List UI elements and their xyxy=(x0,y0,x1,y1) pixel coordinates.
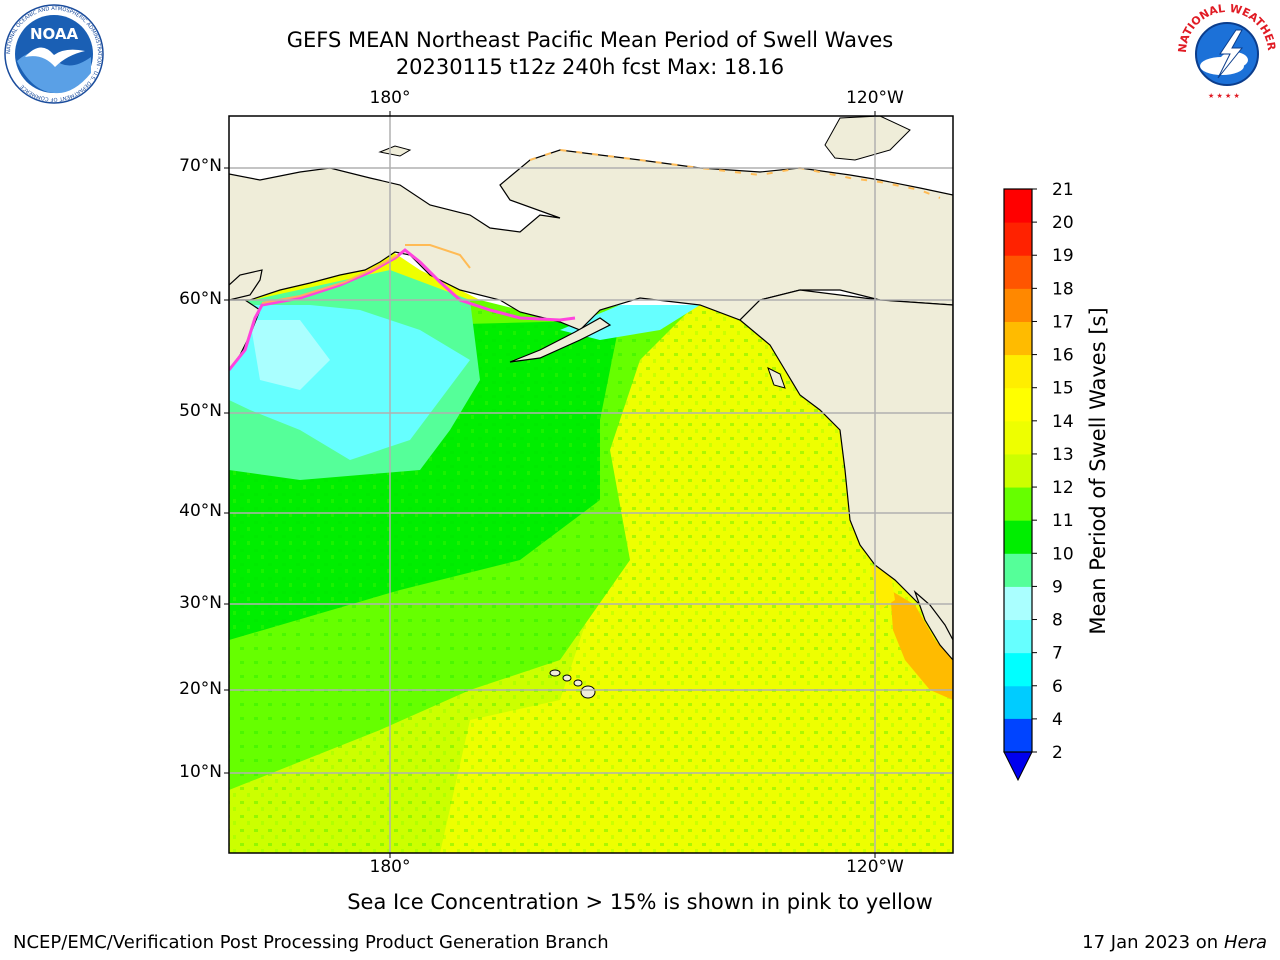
colorbar-tick-label-6: 6 xyxy=(1052,677,1063,697)
alaska-peninsula xyxy=(509,317,612,363)
colorbar-tick-label-8: 8 xyxy=(1052,611,1063,631)
lon-label-top-120w: 120°W xyxy=(846,88,904,108)
lat-label-60n: 60°N xyxy=(179,289,222,309)
sea-ice-arctic xyxy=(529,148,941,199)
lat-label-10n: 10°N xyxy=(179,762,222,782)
colorbar-box-base xyxy=(1004,718,1032,752)
nws-logo-icon: NATIONAL WEATHER SERVICE ★ ★ ★ ★ xyxy=(1176,2,1278,101)
plot-title-line2: 20230115 t12z 240h fcst Max: 18.16 xyxy=(395,55,785,79)
colorbar-box-14 xyxy=(1004,255,1032,289)
hawaii-island-2 xyxy=(573,679,583,687)
colorbar-box-1 xyxy=(1004,685,1032,720)
colorbar-under-arrow xyxy=(1003,751,1033,782)
footer-branch: NCEP/EMC/Verification Post Processing Pr… xyxy=(13,932,609,953)
lat-label-30n: 30°N xyxy=(179,593,222,613)
sea-ice-note: Sea Ice Concentration > 15% is shown in … xyxy=(347,890,933,914)
colorbar-tick-label-4: 4 xyxy=(1052,710,1063,730)
colorbar-tick-label-9: 9 xyxy=(1052,577,1063,597)
lat-label-40n: 40°N xyxy=(179,501,222,521)
colorbar-box-10 xyxy=(1004,387,1032,422)
siberia-edge xyxy=(229,269,263,301)
sea-ice-bering xyxy=(405,244,471,269)
plot-title-line1: GEFS MEAN Northeast Pacific Mean Period … xyxy=(286,28,894,52)
colorbar-box-7 xyxy=(1004,487,1032,521)
sea-ice-edge-pink xyxy=(229,248,576,371)
colorbar-tick-label-13: 13 xyxy=(1052,445,1074,465)
colorbar-tick-label-7: 7 xyxy=(1052,644,1063,664)
field-period-17 xyxy=(890,590,953,700)
colorbar-box-3 xyxy=(1004,619,1032,654)
noaa-logo-text: NOAA xyxy=(30,25,79,43)
colorbar-frame xyxy=(1003,188,1033,753)
hawaii-island-1 xyxy=(562,674,572,682)
colorbar-tick-label-2: 2 xyxy=(1052,743,1063,763)
lon-label-bottom-120w: 120°W xyxy=(846,857,904,877)
colorbar-tick-label-21: 21 xyxy=(1052,180,1074,200)
colorbar-tick-label-19: 19 xyxy=(1052,246,1074,266)
colorbar-tick-label-11: 11 xyxy=(1052,511,1074,531)
colorbar-box-4 xyxy=(1004,586,1032,621)
vancouver-island xyxy=(767,366,786,389)
colorbar-box-15 xyxy=(1004,222,1032,256)
svg-text:★ ★ ★ ★: ★ ★ ★ ★ xyxy=(1208,92,1240,100)
colorbar-box-5 xyxy=(1004,553,1032,587)
noaa-logo-icon: NATIONAL OCEANIC AND ATMOSPHERIC ADMINIS… xyxy=(4,4,104,104)
colorbar-tick-label-12: 12 xyxy=(1052,478,1074,498)
colorbar-box-9 xyxy=(1004,420,1032,455)
colorbar-tick-label-10: 10 xyxy=(1052,544,1074,564)
lat-label-20n: 20°N xyxy=(179,679,222,699)
colorbar-tick-label-15: 15 xyxy=(1052,379,1074,399)
colorbar-box-13 xyxy=(1004,288,1032,322)
colorbar-tick-label-14: 14 xyxy=(1052,412,1074,432)
lat-label-50n: 50°N xyxy=(179,401,222,421)
arctic-island xyxy=(824,116,911,161)
map-content xyxy=(229,116,953,853)
colorbar-box-6 xyxy=(1004,520,1032,554)
field-period-9 xyxy=(250,320,330,390)
north-landmass xyxy=(229,149,953,331)
colorbar-box-8 xyxy=(1004,453,1032,488)
colorbar-box-2 xyxy=(1004,652,1032,687)
hawaii-island-0 xyxy=(549,669,561,677)
colorbar-tick-label-17: 17 xyxy=(1052,312,1074,332)
colorbar-label: Mean Period of Swell Waves [s] xyxy=(1086,307,1110,635)
colorbar-box-12 xyxy=(1004,321,1032,356)
footer-date-text: 17 Jan 2023 on xyxy=(1082,932,1224,953)
lon-label-bottom-180: 180° xyxy=(369,857,411,877)
colorbar-tick-label-16: 16 xyxy=(1052,346,1074,366)
lat-label-70n: 70°N xyxy=(179,156,222,176)
colorbar-box-11 xyxy=(1004,354,1032,389)
field-period-16 xyxy=(870,565,895,610)
footer-host: Hera xyxy=(1223,932,1267,953)
lon-label-top-180: 180° xyxy=(369,88,411,108)
footer-date: 17 Jan 2023 on Hera xyxy=(1082,932,1267,953)
colorbar-box-16 xyxy=(1004,189,1032,223)
colorbar-tick-label-18: 18 xyxy=(1052,279,1074,299)
map-frame xyxy=(228,115,954,854)
sea-ice-edge-orange xyxy=(261,254,399,304)
hawaii-island-3 xyxy=(580,685,596,699)
colorbar-tick-label-20: 20 xyxy=(1052,213,1074,233)
baja-peninsula xyxy=(913,590,953,661)
